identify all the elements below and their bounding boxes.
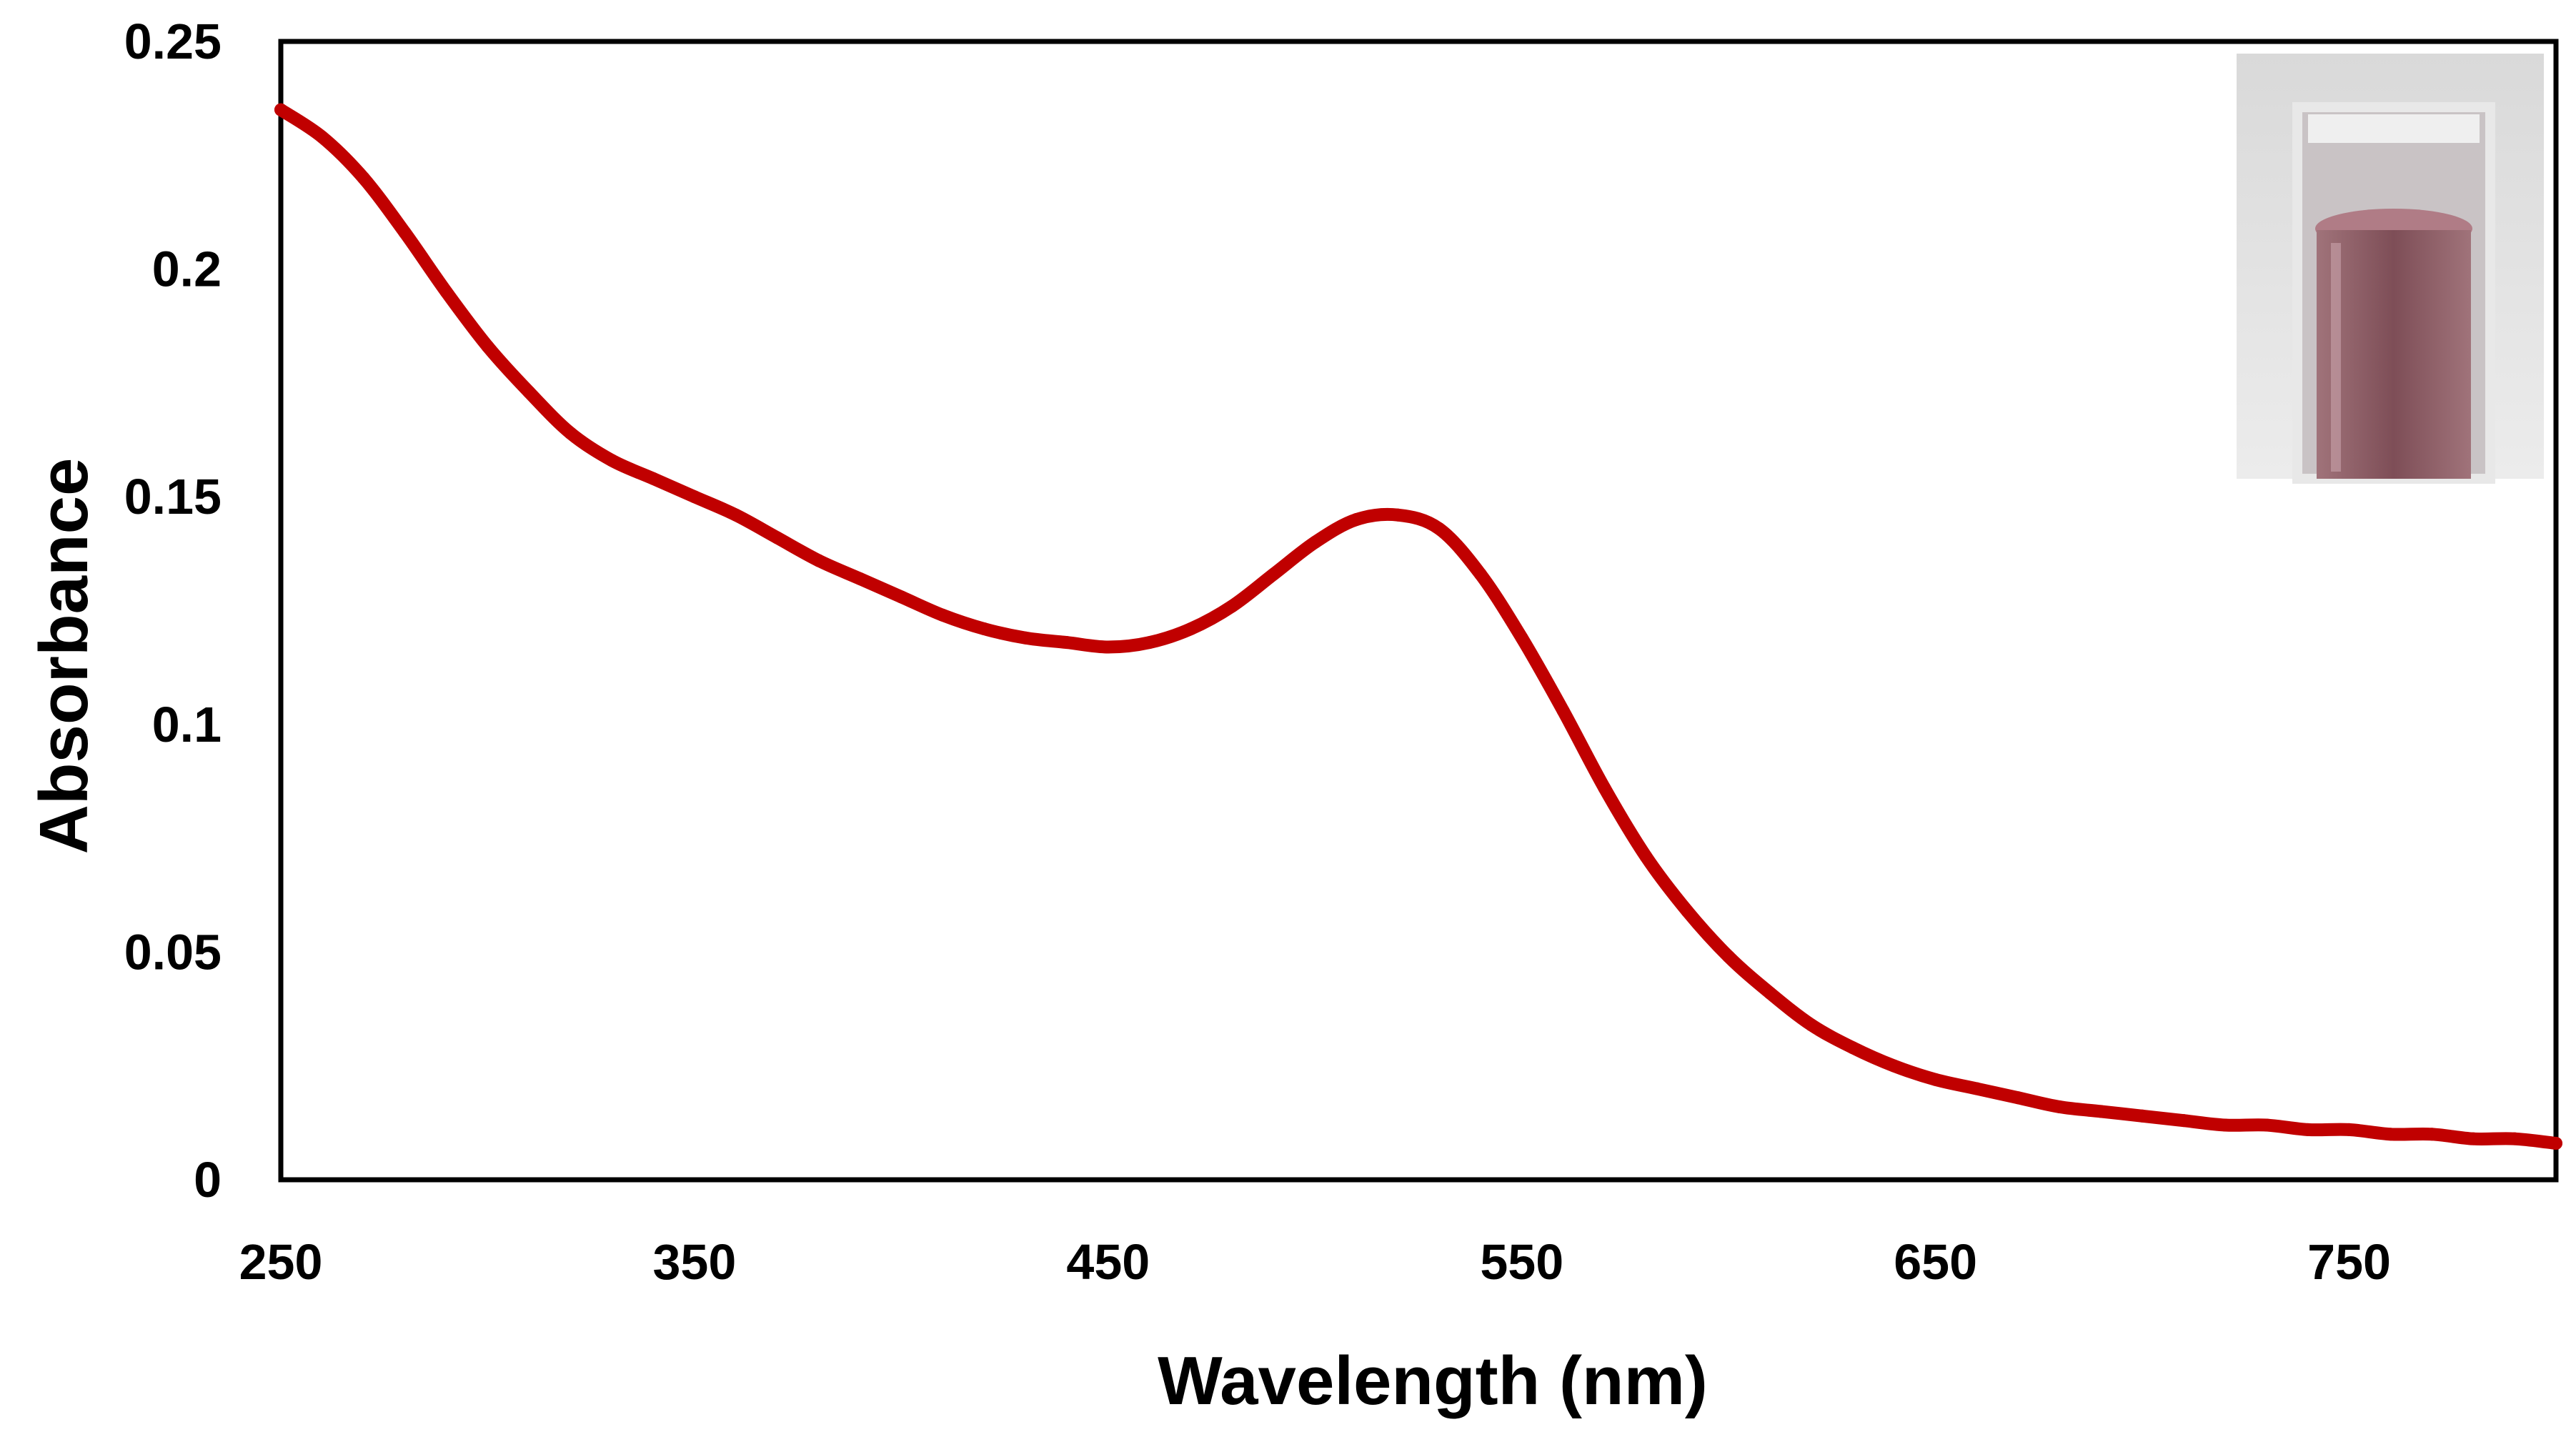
x-tick-label: 550 [1480,1234,1563,1290]
y-tick-label: 0.1 [152,697,222,752]
data-point [2053,1100,2067,1114]
data-point [1019,631,1033,645]
data-point [895,590,908,604]
data-point [481,339,494,353]
data-point [1391,508,1405,522]
data-point [1598,782,1611,795]
data-point [315,130,329,144]
data-point [1143,636,1156,650]
data-point [1929,1073,1942,1086]
data-point [2136,1109,2149,1123]
data-point [2094,1105,2108,1118]
data-point [1887,1059,1901,1073]
data-point [605,454,619,467]
data-point [1060,636,1073,650]
data-points [274,103,2562,1150]
y-axis-title: Absorbance [26,458,102,855]
data-point [564,426,577,439]
data-point [770,531,784,545]
x-axis-ticks: 250 350 450 550 650 750 [239,1234,2391,1290]
x-tick-label: 750 [2307,1234,2391,1290]
data-point [1681,905,1694,918]
cuvette-photo-inset [2237,54,2544,484]
cuvette-reflection [2331,243,2341,472]
data-point [1970,1082,1984,1095]
data-point [2342,1123,2356,1136]
data-point [812,554,825,567]
data-point [1225,600,1239,613]
data-point [1639,850,1653,863]
x-tick-label: 250 [239,1234,323,1290]
y-tick-label: 0.05 [124,924,222,980]
data-point [398,226,412,239]
y-tick-label: 0.25 [124,14,222,69]
data-point [1184,622,1198,635]
data-point [1350,513,1363,527]
plot-area-frame [278,39,2559,1183]
data-point [978,622,991,635]
data-point [936,608,950,622]
data-point [2259,1118,2273,1132]
data-point [439,285,453,299]
data-point [647,472,660,485]
data-point [2301,1123,2314,1136]
data-point [2384,1128,2397,1141]
data-point [1764,986,1777,1000]
data-point [357,171,370,185]
data-point [1722,950,1736,963]
data-point [1846,1041,1859,1055]
data-point [2177,1114,2190,1128]
cuvette-liquid [2317,230,2471,479]
y-tick-label: 0.2 [152,242,222,297]
data-point [1515,631,1528,645]
data-point [2011,1091,2025,1105]
data-point [522,385,536,399]
data-point [853,572,867,585]
data-point [1804,1018,1818,1032]
data-point [1267,567,1280,581]
y-axis-ticks: 0 0.05 0.1 0.15 0.2 0.25 [124,14,222,1208]
data-point [1473,567,1487,581]
x-tick-label: 650 [1894,1234,1977,1290]
data-point [2467,1132,2480,1145]
y-tick-label: 0.15 [124,469,222,524]
data-point [2508,1132,2522,1145]
x-tick-label: 450 [1066,1234,1150,1290]
data-point [2425,1128,2439,1141]
data-point [1308,535,1322,549]
data-point [729,508,742,522]
data-point [1556,704,1570,717]
y-tick-label: 0 [194,1152,222,1208]
data-point [2218,1118,2232,1132]
data-point [1101,640,1115,654]
data-point [2550,1137,2562,1150]
x-axis-title: Wavelength (nm) [1158,1343,1708,1419]
cuvette-rim [2308,114,2480,143]
x-tick-label: 350 [653,1234,737,1290]
data-point [1432,522,1446,535]
data-point [274,103,287,116]
data-point [687,490,701,504]
